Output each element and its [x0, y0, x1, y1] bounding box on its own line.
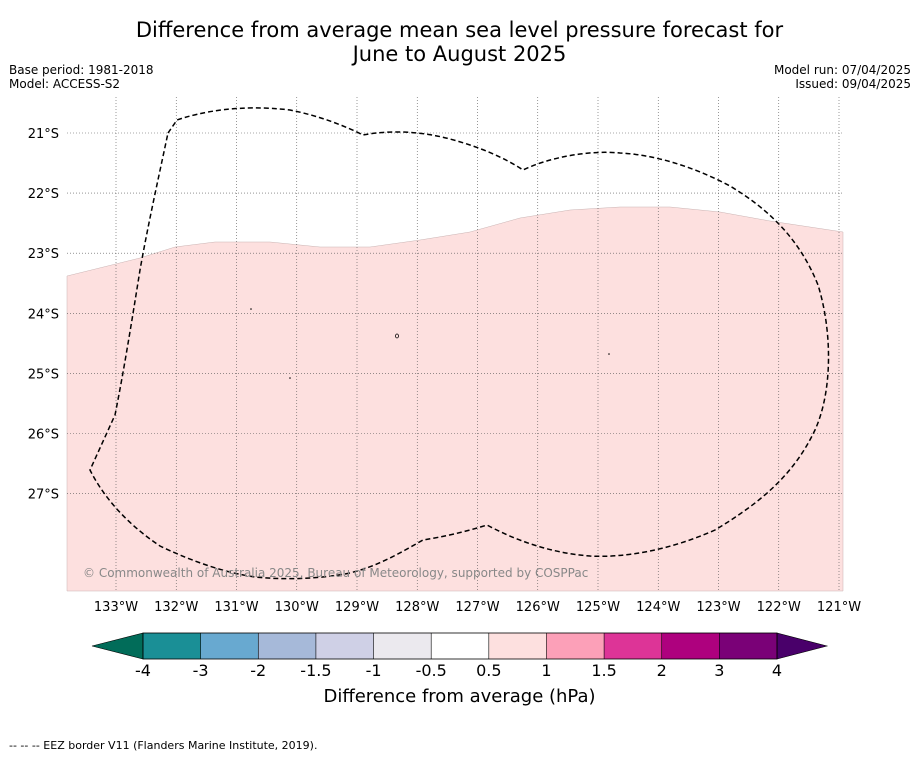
colorbar-under-arrow [91, 632, 144, 660]
colorbar-tick-label: 0.5 [476, 661, 501, 680]
title-line-1: Difference from average mean sea level p… [135, 18, 784, 42]
island-marker [250, 308, 252, 310]
colorbar-tick-label: -4 [135, 661, 151, 680]
colorbar: -4 -3 -2 -1.5 -1 -0.5 0.5 1 1.5 2 3 4 [91, 632, 829, 680]
longitude-label: 132°W [154, 600, 198, 615]
colorbar-segment [719, 633, 777, 659]
longitude-label: 125°W [576, 600, 620, 615]
title-line-2: June to August 2025 [352, 42, 567, 66]
longitude-label: 124°W [636, 600, 680, 615]
eez-border [89, 107, 830, 580]
latitude-label: 22°S [28, 187, 59, 202]
colorbar-tick-label: 1 [541, 661, 551, 680]
colorbar-segment [431, 633, 489, 659]
colorbar-segment [546, 633, 605, 659]
colorbar-tick-label: -1.5 [300, 661, 331, 680]
map-area [66, 97, 844, 592]
latitude-label: 23°S [28, 247, 59, 262]
colorbar-segment [661, 633, 720, 659]
longitude-label: 127°W [455, 600, 499, 615]
colorbar-tick-label: -2 [250, 661, 266, 680]
graticule [67, 97, 843, 591]
copyright-text: © Commonwealth of Australia 2025, Bureau… [83, 566, 588, 580]
colorbar-tick-label: -0.5 [416, 661, 447, 680]
longitude-labels: 133°W 132°W 131°W 130°W 129°W 128°W 127°W 126°W… [94, 600, 861, 615]
colorbar-segment [604, 633, 662, 659]
latitude-label: 27°S [28, 488, 59, 503]
longitude-label: 128°W [395, 600, 439, 615]
longitude-label: 126°W [516, 600, 560, 615]
pressure-anomaly-fill [66, 206, 844, 592]
longitude-label: 130°W [275, 600, 319, 615]
meta-right: Model run: 07/04/2025 Issued: 09/04/2025 [774, 63, 911, 91]
colorbar-tick-label: 3 [714, 661, 724, 680]
colorbar-tick-label: -1 [366, 661, 382, 680]
longitude-label: 129°W [335, 600, 379, 615]
colorbar-tick-label: 4 [772, 661, 782, 680]
longitude-label: 121°W [817, 600, 861, 615]
latitude-label: 21°S [28, 127, 59, 142]
latitude-labels: 21°S 22°S 23°S 24°S 25°S 26°S 27°S [28, 127, 59, 503]
island-marker [608, 353, 610, 355]
eez-legend-note: -- -- -- EEZ border V11 (Flanders Marine… [9, 739, 318, 752]
island-marker [395, 333, 399, 339]
issued-date: Issued: 09/04/2025 [795, 77, 911, 91]
meta-left: Base period: 1981-2018 Model: ACCESS-S2 [9, 63, 154, 91]
colorbar-segment [488, 633, 547, 659]
colorbar-label: Difference from average (hPa) [323, 686, 596, 707]
model-run: Model run: 07/04/2025 [773, 63, 911, 77]
colorbar-segment [315, 633, 374, 659]
colorbar-tick-label: 1.5 [591, 661, 616, 680]
latitude-label: 26°S [28, 428, 59, 443]
colorbar-segment [200, 633, 259, 659]
base-period: Base period: 1981-2018 [9, 63, 154, 77]
colorbar-tick-label: -3 [193, 661, 209, 680]
model-name: Model: ACCESS-S2 [9, 77, 121, 91]
latitude-label: 25°S [28, 367, 59, 382]
colorbar-segment [373, 633, 432, 659]
chart-title: Difference from average mean sea level p… [0, 18, 919, 66]
colorbar-tick-label: 2 [657, 661, 667, 680]
colorbar-segment [143, 633, 201, 659]
island-marker [289, 377, 291, 379]
longitude-label: 123°W [696, 600, 740, 615]
colorbar-segment [258, 633, 316, 659]
longitude-label: 122°W [757, 600, 801, 615]
colorbar-over-arrow [776, 632, 829, 660]
longitude-label: 131°W [214, 600, 258, 615]
latitude-label: 24°S [28, 307, 59, 322]
longitude-label: 133°W [94, 600, 138, 615]
